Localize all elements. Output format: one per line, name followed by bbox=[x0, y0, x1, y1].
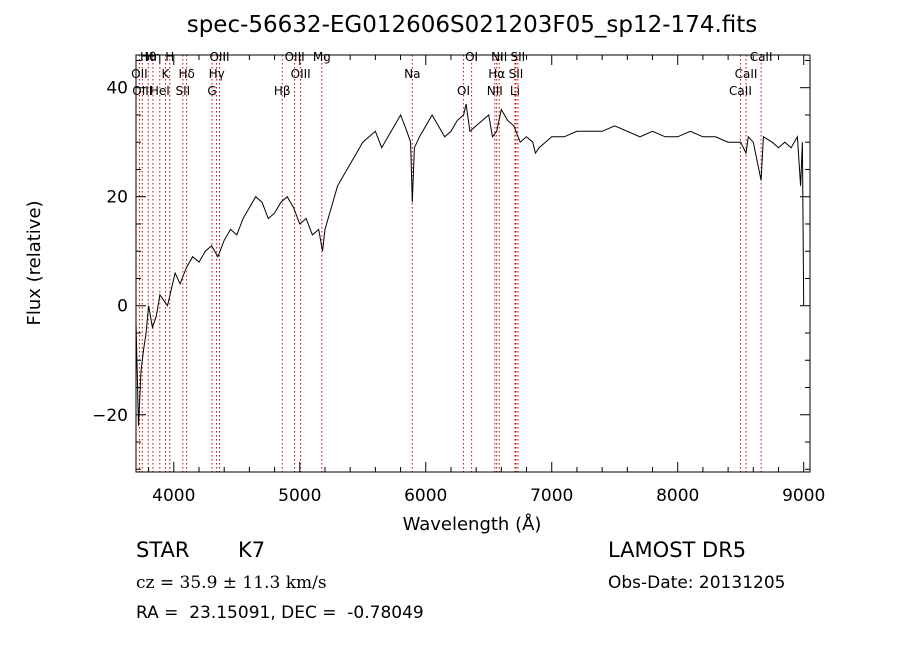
line-label: OIII bbox=[285, 50, 305, 64]
chart-title: spec-56632-EG012606S021203F05_sp12-174.f… bbox=[187, 12, 758, 38]
line-label: Hδ bbox=[178, 67, 194, 81]
line-label: HeI bbox=[150, 84, 170, 98]
y-tick-label: 0 bbox=[117, 297, 128, 317]
x-tick-label: 9000 bbox=[782, 486, 825, 506]
x-tick-label: 8000 bbox=[656, 486, 699, 506]
y-tick-label: 40 bbox=[106, 79, 128, 99]
x-tick-label: 7000 bbox=[530, 486, 573, 506]
line-label: SII bbox=[509, 67, 524, 81]
y-tick-label: 20 bbox=[106, 188, 128, 208]
obs-date-label: Obs-Date: 20131205 bbox=[608, 573, 786, 593]
line-label: NII bbox=[487, 84, 503, 98]
line-label: OI bbox=[465, 50, 478, 64]
line-label: G bbox=[207, 84, 216, 98]
axis-ticks: 4000 5000 6000 7000 8000 9000 −20 0 20 40 bbox=[92, 55, 825, 506]
line-label: SII bbox=[510, 50, 525, 64]
spectrum-series bbox=[135, 103, 805, 426]
line-label: OII bbox=[131, 67, 148, 81]
line-label: Hα bbox=[488, 67, 505, 81]
x-tick-label: 5000 bbox=[278, 486, 321, 506]
line-label: Li bbox=[510, 84, 520, 98]
emission-line-labels: HθOIIOIIIHηKHeIHHδSIIOIIIHγGOIIIOIIIHβMg… bbox=[131, 50, 772, 98]
x-axis-label: Wavelength (Å) bbox=[403, 513, 542, 535]
line-label: OIII bbox=[209, 50, 229, 64]
plot-frame bbox=[135, 54, 811, 473]
line-label: Na bbox=[404, 67, 420, 81]
emission-line-markers bbox=[138, 55, 762, 472]
spectrum-line bbox=[135, 103, 805, 426]
line-label: OIII bbox=[132, 84, 152, 98]
line-label: Hβ bbox=[274, 84, 291, 98]
y-axis-label: Flux (relative) bbox=[24, 200, 45, 325]
line-label: CaII bbox=[729, 84, 752, 98]
line-label: CaII bbox=[750, 50, 773, 64]
line-label: SII bbox=[176, 84, 191, 98]
line-label: Hθ bbox=[140, 50, 156, 64]
x-tick-label: 6000 bbox=[404, 486, 447, 506]
line-label: NII bbox=[491, 50, 507, 64]
line-label: K bbox=[162, 67, 171, 81]
line-label: Mg bbox=[313, 50, 331, 64]
line-label: OI bbox=[457, 84, 470, 98]
line-label: Hγ bbox=[209, 67, 225, 81]
x-tick-label: 4000 bbox=[152, 486, 195, 506]
redshift-label: cz = 35.9 ± 11.3 km/s bbox=[136, 573, 327, 593]
coordinates-label: RA = 23.15091, DEC = -0.78049 bbox=[136, 603, 424, 623]
star-subclass-label: K7 bbox=[238, 538, 266, 562]
line-label: Hη bbox=[145, 50, 162, 64]
survey-label: LAMOST DR5 bbox=[608, 538, 747, 562]
star-class-label: STAR bbox=[136, 538, 190, 562]
y-tick-label: −20 bbox=[92, 406, 128, 426]
line-label: H bbox=[165, 50, 174, 64]
line-label: OIII bbox=[291, 67, 311, 81]
line-label: CaII bbox=[735, 67, 758, 81]
